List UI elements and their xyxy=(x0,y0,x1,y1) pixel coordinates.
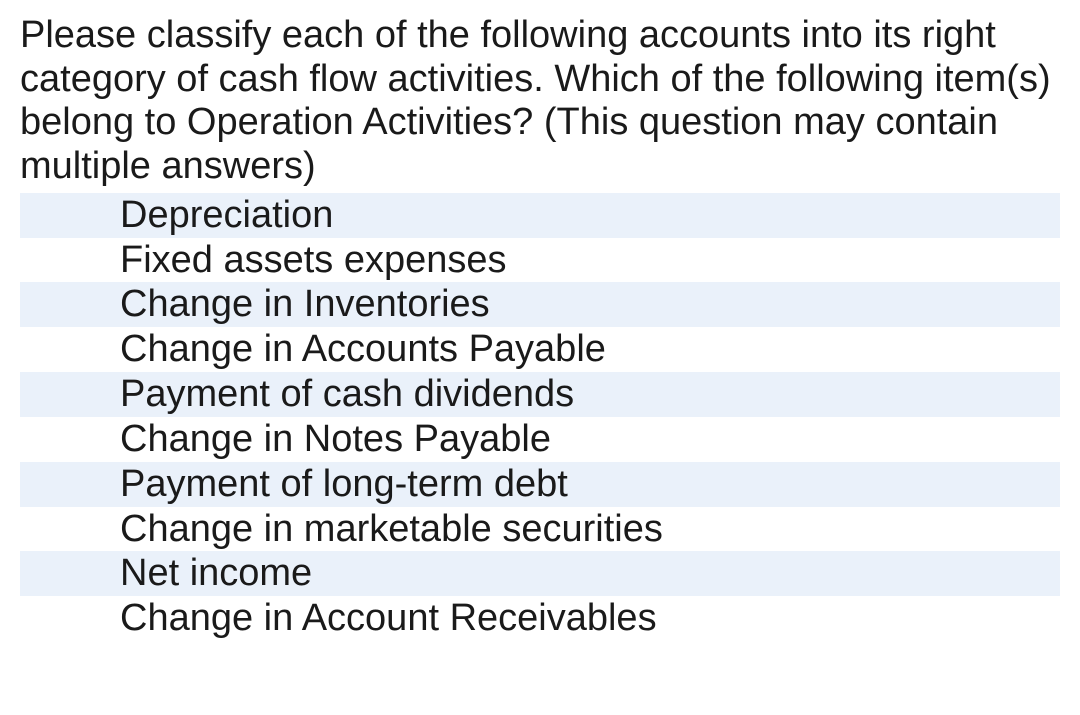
option-label: Payment of long-term debt xyxy=(120,462,1060,507)
option-row[interactable]: Change in Account Receivables xyxy=(20,596,1060,641)
option-label: Fixed assets expenses xyxy=(120,238,1060,283)
option-label: Change in marketable securities xyxy=(120,507,1060,552)
option-row[interactable]: Change in Accounts Payable xyxy=(20,327,1060,372)
option-row[interactable]: Payment of long-term debt xyxy=(20,462,1060,507)
question-prompt: Please classify each of the following ac… xyxy=(20,14,1060,189)
option-row[interactable]: Change in Inventories xyxy=(20,282,1060,327)
option-row[interactable]: Net income xyxy=(20,551,1060,596)
option-label: Change in Notes Payable xyxy=(120,417,1060,462)
option-label: Payment of cash dividends xyxy=(120,372,1060,417)
option-label: Change in Inventories xyxy=(120,282,1060,327)
option-row[interactable]: Depreciation xyxy=(20,193,1060,238)
option-row[interactable]: Change in Notes Payable xyxy=(20,417,1060,462)
option-row[interactable]: Fixed assets expenses xyxy=(20,238,1060,283)
option-row[interactable]: Change in marketable securities xyxy=(20,507,1060,552)
option-label: Change in Accounts Payable xyxy=(120,327,1060,372)
options-list: Depreciation Fixed assets expenses Chang… xyxy=(20,193,1060,641)
option-label: Change in Account Receivables xyxy=(120,596,1060,641)
option-row[interactable]: Payment of cash dividends xyxy=(20,372,1060,417)
option-label: Depreciation xyxy=(120,193,1060,238)
option-label: Net income xyxy=(120,551,1060,596)
